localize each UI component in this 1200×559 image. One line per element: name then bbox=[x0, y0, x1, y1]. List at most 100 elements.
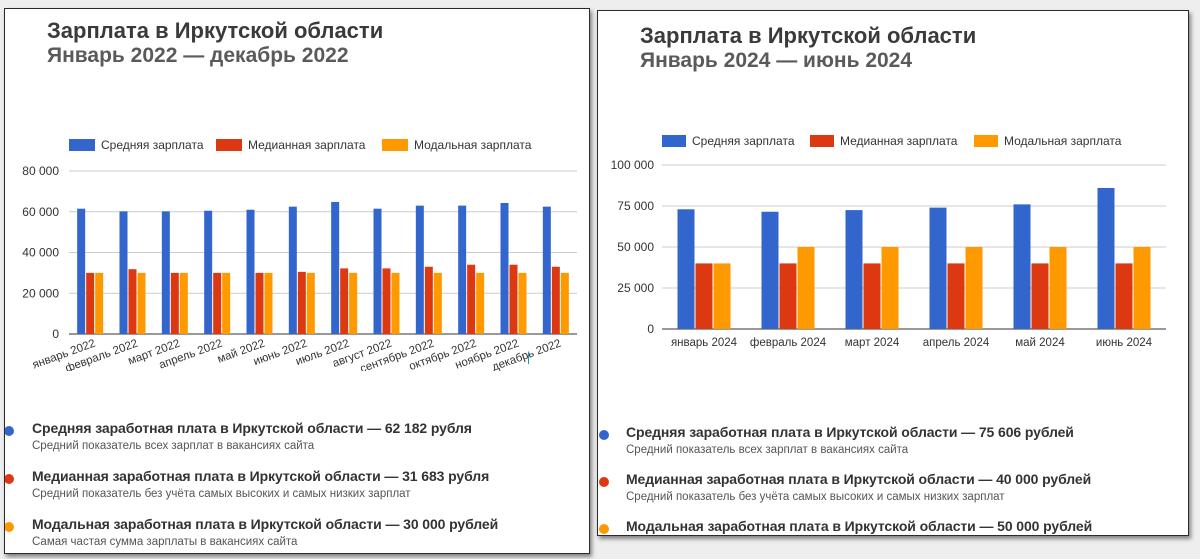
bar bbox=[845, 210, 863, 329]
legend-item: Медианная заработная плата в Иркутской о… bbox=[5, 468, 589, 516]
legend-item-description: Средний показатель без учёта самых высок… bbox=[626, 491, 1005, 503]
bar bbox=[929, 207, 947, 329]
legend-label: Модальная зарплата bbox=[414, 138, 532, 152]
bar bbox=[424, 266, 433, 334]
legend-item: Средняя заработная плата в Иркутской обл… bbox=[5, 420, 589, 468]
bar bbox=[246, 209, 255, 334]
chart-subtitle: Январь 2024 — июнь 2024 bbox=[640, 49, 913, 72]
bar bbox=[509, 264, 518, 334]
bar bbox=[255, 272, 264, 334]
bar bbox=[137, 272, 146, 334]
legend-item-title: Модальная заработная плата в Иркутской о… bbox=[32, 516, 499, 532]
bar bbox=[881, 247, 899, 329]
bar bbox=[1115, 263, 1133, 329]
bar bbox=[179, 272, 188, 334]
text-cursor bbox=[528, 352, 529, 364]
bar bbox=[542, 206, 551, 334]
bar bbox=[1013, 204, 1031, 329]
y-tick-label: 0 bbox=[647, 322, 654, 336]
legend-item-title: Медианная заработная плата в Иркутской о… bbox=[626, 471, 1092, 487]
legend-swatch bbox=[974, 135, 998, 147]
bar bbox=[415, 205, 424, 334]
legend-label: Средняя зарплата bbox=[101, 138, 204, 152]
legend-entry: Средняя зарплата bbox=[662, 134, 795, 148]
bar bbox=[500, 202, 509, 334]
y-tick-label: 25 000 bbox=[617, 281, 654, 295]
x-tick-label: февраль 2024 bbox=[750, 337, 827, 349]
legend-label: Средняя зарплата bbox=[692, 134, 795, 148]
bar bbox=[1031, 263, 1049, 329]
legend-item: Медианная заработная плата в Иркутской о… bbox=[598, 471, 1188, 518]
bar bbox=[965, 247, 983, 329]
bar bbox=[433, 272, 442, 334]
bar bbox=[467, 264, 476, 334]
bar bbox=[204, 210, 213, 334]
legend-item: Модальная заработная плата в Иркутской о… bbox=[5, 516, 589, 553]
bar bbox=[677, 209, 695, 329]
bar bbox=[863, 263, 881, 329]
legend-entry: Модальная зарплата bbox=[382, 138, 532, 152]
bar bbox=[476, 272, 485, 334]
bar bbox=[373, 208, 382, 334]
chart-panel-2022: Зарплата в Иркутской области Январь 2022… bbox=[4, 8, 590, 554]
bar bbox=[77, 208, 86, 334]
legend-item-description: Самая частая сумма зарплаты в вакансиях … bbox=[32, 536, 298, 548]
y-tick-label: 40 000 bbox=[22, 246, 59, 260]
legend-dot-icon bbox=[5, 426, 14, 436]
legend-item-title: Средняя заработная плата в Иркутской обл… bbox=[32, 420, 472, 436]
y-tick-label: 80 000 bbox=[22, 164, 59, 178]
legend-entry: Медианная зарплата bbox=[810, 134, 958, 148]
legend-dot-icon bbox=[599, 430, 609, 440]
bar bbox=[86, 272, 95, 334]
legend-dot-icon bbox=[5, 522, 14, 532]
bar bbox=[458, 205, 467, 334]
legend-label: Модальная зарплата bbox=[1004, 134, 1122, 148]
bar bbox=[1097, 187, 1115, 329]
x-tick-label: апрель 2024 bbox=[923, 337, 990, 349]
y-tick-label: 0 bbox=[52, 327, 59, 341]
legend-dot-icon bbox=[599, 477, 609, 487]
x-tick-label: март 2024 bbox=[845, 337, 900, 349]
bar bbox=[170, 272, 179, 334]
legend-item: Модальная заработная плата в Иркутской о… bbox=[598, 518, 1188, 535]
x-tick-label: январь 2024 bbox=[671, 337, 738, 349]
legend-entry: Средняя зарплата bbox=[69, 138, 204, 152]
bar bbox=[1049, 247, 1067, 329]
bar bbox=[161, 211, 170, 334]
bar bbox=[297, 271, 306, 334]
x-tick-label: июнь 2024 bbox=[1096, 337, 1153, 349]
bar bbox=[391, 272, 400, 334]
legend-item-description: Средний показатель всех зарплат в ваканс… bbox=[626, 444, 909, 456]
legend-swatch bbox=[810, 135, 834, 147]
y-tick-label: 60 000 bbox=[22, 205, 59, 219]
bar bbox=[128, 269, 137, 334]
bar bbox=[382, 268, 391, 334]
bar bbox=[779, 263, 797, 329]
legend-dot-icon bbox=[599, 524, 609, 534]
bar bbox=[797, 247, 815, 329]
bar bbox=[331, 201, 340, 334]
bar bbox=[713, 263, 731, 329]
y-tick-label: 20 000 bbox=[22, 286, 59, 300]
legend-item-title: Средняя заработная плата в Иркутской обл… bbox=[626, 424, 1074, 440]
bar-chart-2022: Средняя зарплата Медианная зарплата Модаль… bbox=[22, 138, 577, 371]
bar bbox=[947, 263, 965, 329]
bar bbox=[306, 272, 315, 334]
legend-entry: Медианная зарплата bbox=[216, 138, 366, 152]
legend-swatch bbox=[662, 135, 686, 147]
chart-title: Зарплата в Иркутской области bbox=[47, 18, 384, 43]
y-tick-label: 75 000 bbox=[617, 199, 654, 213]
legend-item-title: Медианная заработная плата в Иркутской о… bbox=[32, 468, 490, 484]
legend-dot-icon bbox=[5, 474, 14, 484]
bar bbox=[349, 272, 358, 334]
y-tick-label: 100 000 bbox=[611, 158, 655, 172]
bar bbox=[518, 272, 527, 334]
legend-swatch bbox=[382, 139, 408, 151]
bar bbox=[213, 272, 222, 334]
bar bbox=[340, 268, 349, 334]
legend-item-title: Модальная заработная плата в Иркутской о… bbox=[626, 518, 1093, 534]
bar bbox=[695, 263, 713, 329]
y-tick-label: 50 000 bbox=[617, 240, 654, 254]
chart-title: Зарплата в Иркутской области bbox=[640, 23, 977, 48]
legend-item-description: Средний показатель без учёта самых высок… bbox=[32, 488, 411, 500]
